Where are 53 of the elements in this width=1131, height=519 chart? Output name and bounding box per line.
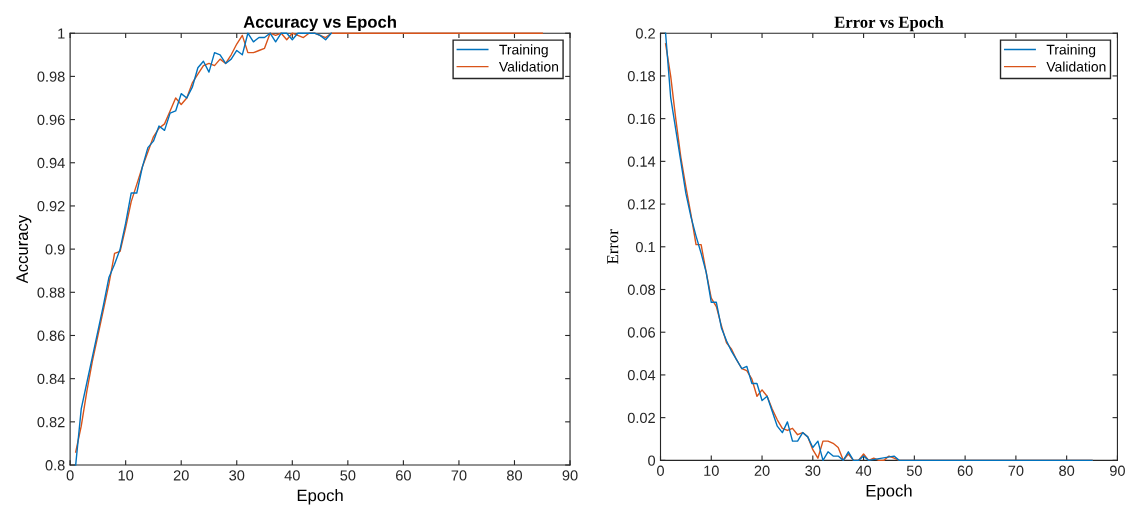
y-tick-label: 0.94 — [37, 157, 65, 169]
x-tick-label: 90 — [562, 470, 578, 481]
legend-label: Training — [499, 44, 548, 58]
y-tick-label: 0.08 — [627, 284, 656, 295]
y-tick-label: 0.14 — [627, 156, 656, 167]
x-tick-label: 70 — [1008, 465, 1024, 476]
y-tick-label: 0 — [648, 455, 656, 466]
y-tick-label: 0.9 — [45, 244, 65, 255]
x-tick-label: 70 — [451, 470, 467, 481]
x-tick-label: 40 — [284, 470, 300, 481]
y-tick-label: 0.98 — [37, 71, 65, 82]
x-tick-label: 10 — [704, 465, 719, 476]
x-tick-label: 80 — [1059, 465, 1075, 476]
y-tick-label: 0.86 — [37, 330, 65, 341]
x-tick-label: 50 — [340, 470, 356, 481]
y-tick-label: 0.2 — [635, 28, 655, 39]
y-tick-label: 0.18 — [627, 71, 656, 82]
y-tick-label: 0.88 — [37, 287, 65, 298]
y-tick-label: 0.96 — [37, 114, 65, 126]
y-tick-label: 0.04 — [627, 370, 656, 381]
x-tick-label: 30 — [805, 465, 821, 476]
y-tick-label: 0.92 — [37, 201, 65, 212]
y-axis-title: Error — [607, 229, 619, 264]
y-tick-label: 0.02 — [627, 412, 655, 424]
y-tick-label: 0.06 — [627, 327, 655, 338]
y-tick-label: 0.82 — [37, 416, 65, 428]
x-tick-label: 90 — [1110, 465, 1125, 476]
y-tick-label: 1 — [58, 28, 65, 39]
x-tick-label: 20 — [173, 470, 189, 481]
x-axis-title: Epoch — [866, 484, 912, 500]
x-tick-label: 30 — [229, 470, 245, 481]
y-axis-title: Accuracy — [16, 214, 32, 284]
x-tick-label: 60 — [396, 470, 411, 481]
x-axis-title: Epoch — [297, 489, 343, 505]
x-tick-label: 80 — [507, 470, 523, 481]
chart-title: Error vs Epoch — [834, 16, 944, 32]
chart-title: Accuracy vs Epoch — [243, 15, 396, 32]
x-tick-label: 50 — [906, 465, 922, 476]
y-tick-label: 0.8 — [45, 460, 65, 471]
y-tick-label: 0.84 — [37, 373, 65, 385]
legend-label: Validation — [499, 61, 559, 72]
x-tick-label: 10 — [118, 470, 134, 481]
x-tick-label: 0 — [66, 470, 74, 481]
x-tick-label: 0 — [657, 465, 664, 476]
legend-label: Validation — [1046, 61, 1106, 72]
x-tick-label: 20 — [754, 465, 770, 476]
x-tick-label: 40 — [855, 465, 872, 476]
y-tick-label: 0.16 — [627, 113, 655, 125]
y-tick-label: 0.1 — [635, 241, 655, 253]
y-tick-label: 0.12 — [627, 199, 655, 210]
line-series — [74, 32, 332, 466]
legend-label: Training — [1046, 44, 1096, 58]
x-tick-label: 60 — [957, 465, 973, 476]
